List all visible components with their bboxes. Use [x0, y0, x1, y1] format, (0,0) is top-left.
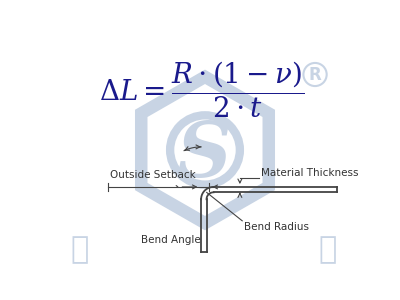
Text: 神: 神	[70, 236, 88, 265]
Text: Bend Angle: Bend Angle	[142, 235, 201, 245]
Text: Bend Radius: Bend Radius	[244, 222, 309, 232]
Text: R: R	[309, 65, 322, 83]
Text: 冲: 冲	[318, 236, 336, 265]
Text: $\Delta L = \dfrac{R \cdot (1 - \nu)}{2 \cdot t}$: $\Delta L = \dfrac{R \cdot (1 - \nu)}{2 …	[98, 60, 304, 120]
Text: Material Thickness: Material Thickness	[261, 169, 358, 178]
Text: S: S	[178, 119, 232, 193]
Text: Outside Setback: Outside Setback	[110, 170, 196, 180]
